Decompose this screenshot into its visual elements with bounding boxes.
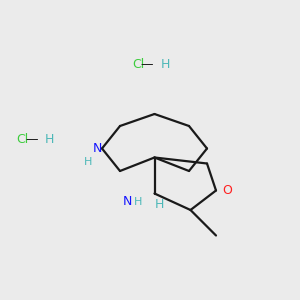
Text: Cl: Cl (132, 58, 144, 71)
Text: —: — (141, 58, 153, 71)
Text: H: H (160, 58, 170, 71)
Text: Cl: Cl (16, 133, 29, 146)
Text: H: H (45, 133, 54, 146)
Text: H: H (134, 196, 142, 207)
Text: O: O (223, 184, 232, 197)
Text: —: — (25, 133, 38, 146)
Text: H: H (154, 198, 164, 211)
Text: N: N (123, 195, 132, 208)
Text: N: N (93, 142, 102, 155)
Text: H: H (84, 157, 93, 167)
